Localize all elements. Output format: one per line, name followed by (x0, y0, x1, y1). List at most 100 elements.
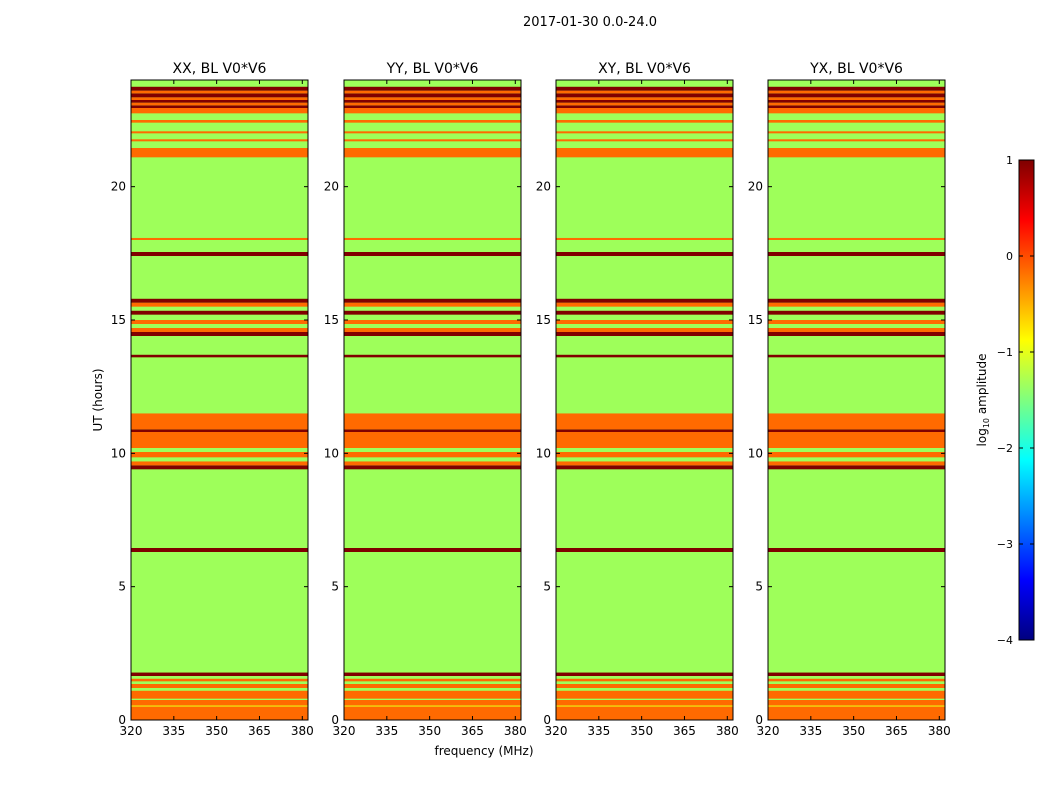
heatmap-band (556, 120, 733, 123)
heatmap-band (344, 148, 521, 158)
colorbar-label-main: log (975, 428, 989, 446)
heatmap-band (556, 90, 733, 94)
panel-title: YX, BL V0*V6 (809, 61, 903, 77)
heatmap-band (131, 676, 308, 679)
heatmap-band (344, 678, 521, 682)
panel-frame (555, 79, 734, 721)
heatmap-band (344, 705, 521, 707)
x-tick-label: 350 (630, 724, 653, 738)
panel-frame (343, 79, 522, 721)
y-tick-label: 15 (324, 313, 339, 327)
heatmap-band (556, 429, 733, 432)
heatmap-band (344, 357, 521, 414)
heatmap-band (768, 469, 945, 548)
heatmap-band (556, 80, 733, 87)
x-tick-label: 320 (333, 724, 356, 738)
x-tick-label: 380 (504, 724, 527, 738)
heatmap-band (556, 457, 733, 462)
heatmap-band (131, 448, 308, 452)
heatmap-band (344, 552, 521, 673)
heatmap-band (768, 100, 945, 103)
x-tick-label: 320 (545, 724, 568, 738)
heatmap-band (768, 457, 945, 462)
y-tick-label: 15 (536, 313, 551, 327)
colorbar-label: log10 amplitude (975, 354, 991, 447)
heatmap-band (131, 93, 308, 98)
heatmap-band (344, 429, 521, 432)
heatmap-band (131, 252, 308, 256)
y-tick-label: 10 (536, 446, 551, 460)
heatmap-band (344, 302, 521, 307)
heatmap-band (768, 157, 945, 238)
heatmap-band (344, 108, 521, 114)
panel-frame (767, 79, 946, 721)
heatmap-band (556, 237, 733, 240)
heatmap-band (344, 354, 521, 358)
x-tick-label: 365 (673, 724, 696, 738)
heatmap-band (556, 452, 733, 458)
heatmap-band (344, 122, 521, 132)
heatmap-band (344, 698, 521, 700)
heatmap-band (556, 357, 733, 414)
heatmap-band (131, 678, 308, 682)
heatmap-band (556, 700, 733, 706)
heatmap-band (768, 256, 945, 299)
heatmap-band (768, 681, 945, 684)
heatmap-band (131, 314, 308, 320)
heatmap-band (556, 461, 733, 466)
heatmap-band (131, 298, 308, 303)
heatmap-band (556, 256, 733, 299)
x-tick-label: 380 (716, 724, 739, 738)
panel: YY, BL V0*V6 320 335 350 365 380 0 5 10 15 20 (324, 61, 527, 738)
heatmap-band (131, 120, 308, 123)
heatmap-band (768, 413, 945, 430)
heatmap-band (556, 688, 733, 691)
heatmap-band (131, 328, 308, 332)
heatmap-band (768, 465, 945, 470)
heatmap-band (556, 86, 733, 91)
heatmap-band (556, 306, 733, 311)
heatmap-band (131, 310, 308, 315)
heatmap-band (768, 298, 945, 303)
heatmap-band (344, 105, 521, 108)
y-axis-label: UT (hours) (91, 368, 105, 431)
heatmap-band (768, 688, 945, 691)
heatmap-band (344, 133, 521, 140)
heatmap-band (556, 328, 733, 332)
heatmap-band (768, 122, 945, 132)
heatmap-band (131, 256, 308, 299)
heatmap-band (344, 139, 521, 142)
heatmap-band (344, 336, 521, 355)
heatmap-band (556, 336, 733, 355)
heatmap-band (344, 306, 521, 311)
heatmap-band (768, 148, 945, 158)
heatmap-band (131, 100, 308, 103)
heatmap-band (131, 131, 308, 134)
x-tick-label: 335 (587, 724, 610, 738)
x-tick-label: 320 (757, 724, 780, 738)
heatmap-band (768, 684, 945, 688)
figure-suptitle: 2017-01-30 0.0-24.0 (523, 15, 657, 30)
x-tick-label: 335 (162, 724, 185, 738)
y-tick-label: 10 (324, 446, 339, 460)
heatmap-band (768, 429, 945, 432)
x-tick-label: 380 (291, 724, 314, 738)
heatmap-band (344, 157, 521, 238)
heatmap-band (131, 306, 308, 311)
heatmap-band (556, 310, 733, 315)
y-tick-label: 5 (331, 580, 339, 594)
heatmap-band (131, 457, 308, 462)
heatmap-band (768, 302, 945, 307)
y-tick-label: 15 (748, 313, 763, 327)
y-tick-label: 10 (748, 446, 763, 460)
heatmap-band (768, 133, 945, 140)
y-tick-label: 0 (755, 713, 763, 727)
heatmap-band (556, 131, 733, 134)
colorbar-tick-label: −4 (997, 634, 1013, 647)
heatmap-band (131, 336, 308, 355)
heatmap-band (768, 141, 945, 148)
y-tick-label: 20 (536, 180, 551, 194)
heatmap-band (768, 310, 945, 315)
heatmap-band (131, 105, 308, 108)
